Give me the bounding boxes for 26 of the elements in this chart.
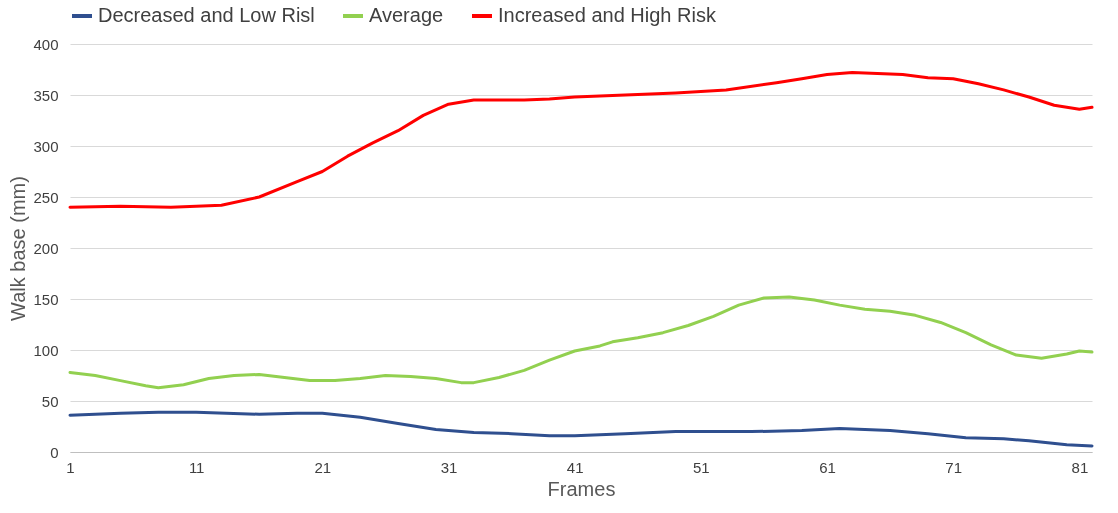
y-tick-label: 150 xyxy=(33,290,59,308)
y-tick-label: 250 xyxy=(33,188,59,206)
y-tick-label: 300 xyxy=(33,137,59,155)
y-axis-title: Walk base (mm) xyxy=(7,176,30,321)
x-tick-label: 41 xyxy=(566,458,584,476)
x-tick-label: 51 xyxy=(693,458,710,476)
x-tick-label: 71 xyxy=(945,458,963,476)
legend-label: Increased and High Risk xyxy=(498,4,717,26)
y-tick-label: 0 xyxy=(50,443,59,461)
y-tick-label: 50 xyxy=(41,392,59,410)
line-series xyxy=(68,295,1094,390)
y-tick-label: 200 xyxy=(33,239,59,257)
y-tick-label: 100 xyxy=(33,341,59,359)
x-tick-label: 61 xyxy=(819,458,836,476)
x-tick-label: 31 xyxy=(440,458,458,476)
x-tick-label: 1 xyxy=(66,458,75,476)
x-tick-label: 21 xyxy=(314,458,332,476)
legend-label: Average xyxy=(369,4,444,26)
x-tick-label: 11 xyxy=(188,458,205,476)
line-series xyxy=(68,410,1094,448)
x-axis-title: Frames xyxy=(547,477,616,500)
legend-label: Decreased and Low Risl xyxy=(98,4,315,26)
y-tick-label: 350 xyxy=(33,86,59,104)
line-series xyxy=(68,71,1094,209)
y-tick-label: 400 xyxy=(33,35,59,53)
x-tick-label: 81 xyxy=(1071,458,1089,476)
